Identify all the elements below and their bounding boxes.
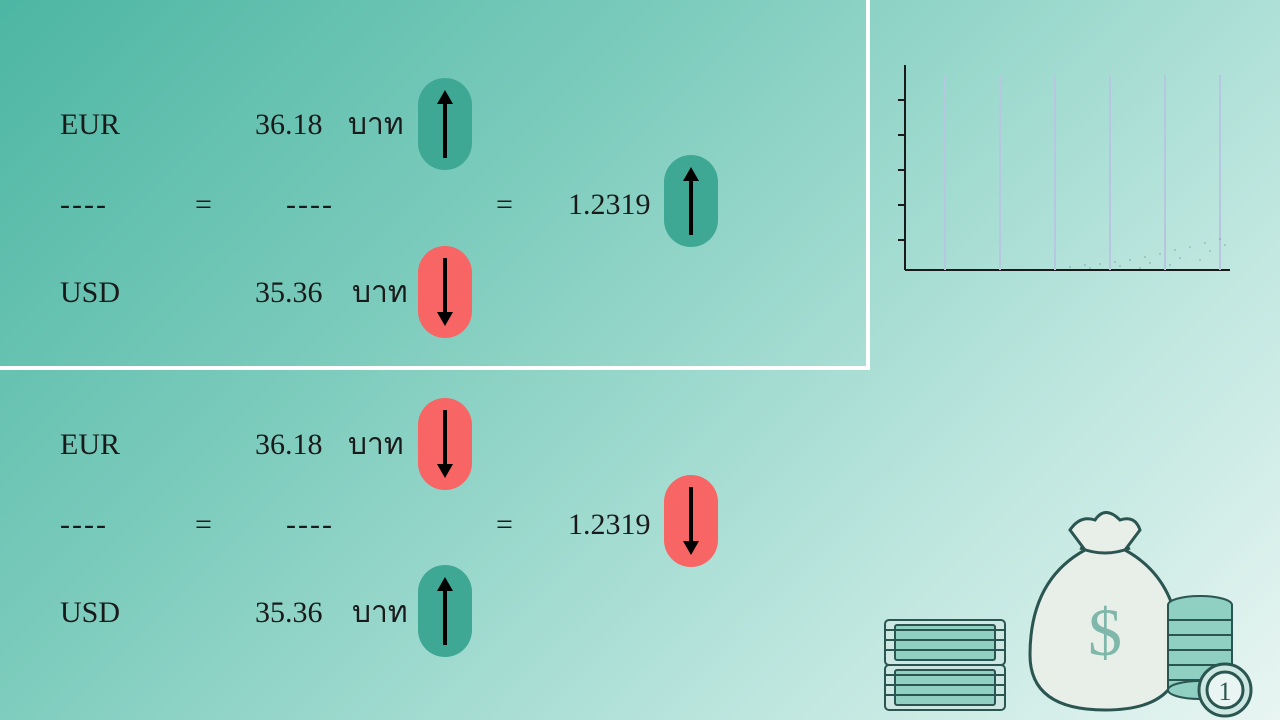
bottom-eur-unit: บาท [348,430,404,460]
arrow-up-icon [664,155,718,247]
top-eur-value: 36.18 [255,110,323,140]
top-dash-right: ---- [286,190,334,220]
top-equals-2: = [496,190,513,220]
money-illustration: $ 1 [880,490,1260,720]
top-usd-unit: บาท [352,278,408,308]
arrow-down-icon [418,246,472,338]
top-usd-value: 35.36 [255,278,323,308]
top-eur-unit: บาท [348,110,404,140]
bottom-dash-right: ---- [286,510,334,540]
bottom-usd-value: 35.36 [255,598,323,628]
bottom-eur-currency: EUR [60,430,120,460]
bottom-eur-value: 36.18 [255,430,323,460]
top-eur-currency: EUR [60,110,120,140]
arrow-up-icon [418,78,472,170]
bottom-equals-2: = [496,510,513,540]
arrow-up-icon [418,565,472,657]
top-ratio-value: 1.2319 [568,190,651,220]
bottom-dash-left: ---- [60,510,108,540]
top-usd-currency: USD [60,278,120,308]
arrow-down-icon [418,398,472,490]
bottom-usd-unit: บาท [352,598,408,628]
dollar-sign-icon: $ [1088,594,1122,670]
bottom-equals-1: = [195,510,212,540]
top-dash-left: ---- [60,190,108,220]
top-equals-1: = [195,190,212,220]
coin-label: 1 [1219,677,1232,706]
bottom-ratio-value: 1.2319 [568,510,651,540]
arrow-down-icon [664,475,718,567]
mini-chart [890,55,1235,285]
bottom-usd-currency: USD [60,598,120,628]
